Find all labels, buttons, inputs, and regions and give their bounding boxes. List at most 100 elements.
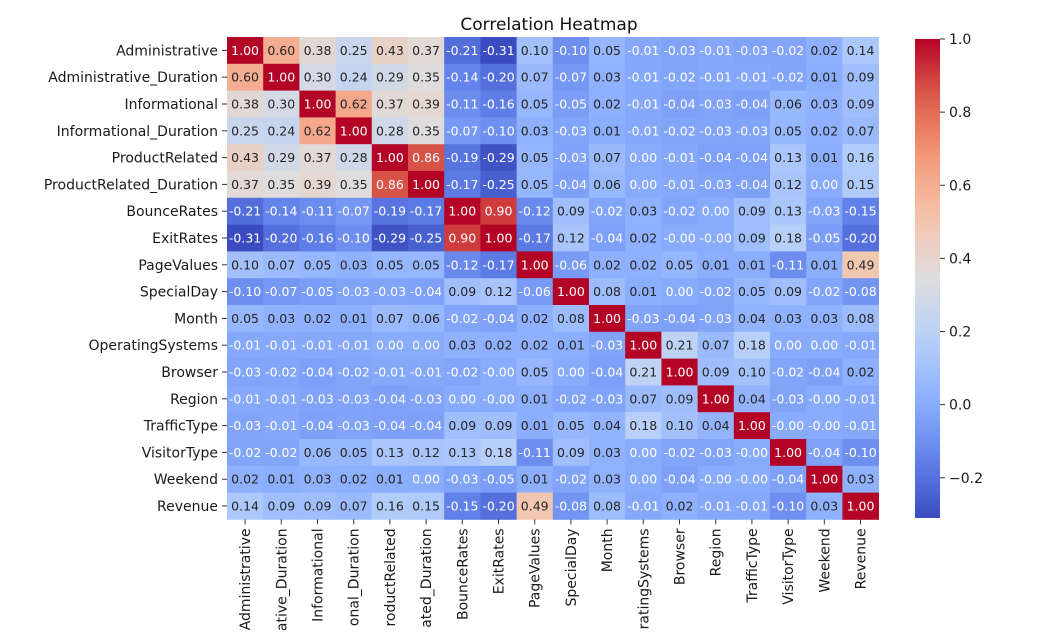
cell-value-label: 0.29 [376, 70, 404, 85]
cell-value-label: -0.01 [301, 338, 333, 353]
heatmap-cell [697, 224, 735, 252]
heatmap-cell [625, 224, 662, 252]
heatmap-cell [589, 251, 626, 279]
heatmap-cell [227, 412, 264, 440]
cell-value-label: 0.09 [267, 499, 295, 514]
row-label: Informational [124, 97, 218, 113]
cell-value-label: -0.05 [301, 284, 333, 299]
cell-value-label: -0.01 [229, 338, 261, 353]
cell-value-label: -0.01 [410, 365, 442, 380]
heatmap-cell [842, 251, 879, 279]
heatmap-cell [227, 358, 264, 386]
heatmap-cell [697, 278, 735, 306]
heatmap-cell [335, 224, 373, 252]
cell-value-label: 0.01 [376, 472, 404, 487]
heatmap-cell [733, 117, 771, 145]
cell-value-label: -0.06 [555, 257, 587, 272]
cell-value-label: 0.05 [231, 311, 259, 326]
cell-value-label: 0.07 [340, 499, 368, 514]
heatmap-cell [733, 492, 771, 520]
heatmap-cell [480, 492, 517, 520]
cell-value-label: -0.03 [808, 204, 840, 219]
cell-value-label: -0.00 [736, 445, 768, 460]
cell-value-label: 1.00 [557, 284, 585, 299]
cell-value-label: 0.08 [847, 311, 875, 326]
heatmap-cell [444, 197, 481, 225]
heatmap-cell [371, 90, 409, 118]
cell-value-label: -0.02 [772, 365, 804, 380]
heatmap-cell [227, 90, 264, 118]
heatmap-cell [227, 144, 264, 172]
heatmap-cell [842, 144, 879, 172]
cell-value-label: 0.49 [521, 499, 549, 514]
cell-value-label: -0.17 [446, 177, 478, 192]
cell-value-label: 0.03 [267, 311, 295, 326]
heatmap-cell [480, 278, 517, 306]
row-label: Informational_Duration [57, 124, 218, 140]
cell-value-label: 0.21 [629, 365, 657, 380]
heatmap-cell [733, 144, 771, 172]
cell-value-label: -0.04 [663, 472, 695, 487]
cell-value-label: 0.00 [412, 472, 440, 487]
heatmap-cell [263, 465, 300, 493]
heatmap-cell [408, 224, 445, 252]
cell-value-label: 0.02 [629, 257, 657, 272]
column-label: Revenue [854, 528, 870, 589]
heatmap-cell [770, 117, 807, 145]
cell-value-label: -0.31 [229, 231, 261, 246]
cell-value-label: -0.05 [555, 97, 587, 112]
heatmap-cell [444, 465, 481, 493]
heatmap-cell [263, 144, 300, 172]
cell-value-label: 0.10 [231, 257, 259, 272]
heatmap-cell [770, 144, 807, 172]
heatmap-cell [589, 171, 626, 199]
cell-value-label: 0.07 [521, 70, 549, 85]
cell-value-label: -0.17 [482, 257, 514, 272]
cell-value-label: -0.03 [627, 311, 659, 326]
heatmap-cell [335, 90, 373, 118]
heatmap-cell [371, 358, 409, 386]
cell-value-label: 0.05 [304, 257, 332, 272]
cell-value-label: 0.38 [304, 43, 332, 58]
heatmap-cell [697, 90, 735, 118]
cell-value-label: -0.03 [229, 418, 261, 433]
cell-value-label: -0.01 [229, 391, 261, 406]
heatmap-cell [589, 305, 626, 333]
cell-value-label: 0.05 [593, 43, 621, 58]
heatmap-cell [263, 278, 300, 306]
colorbar-tick-label: −0.2 [949, 471, 983, 487]
cell-value-label: 0.03 [810, 311, 838, 326]
cell-value-label: 0.25 [340, 43, 368, 58]
column-label: ated_Duration [419, 528, 435, 627]
heatmap-cell [371, 331, 409, 359]
cell-value-label: -0.10 [482, 123, 514, 138]
heatmap-cell [263, 385, 300, 413]
cell-value-label: 0.07 [629, 391, 657, 406]
cell-value-label: 0.02 [593, 257, 621, 272]
column-label: Region [709, 528, 725, 576]
cell-value-label: 0.10 [666, 418, 694, 433]
cell-value-label: -0.08 [844, 284, 876, 299]
cell-value-label: -0.20 [844, 231, 876, 246]
row-label: VisitorType [142, 445, 218, 461]
cell-value-label: -0.01 [663, 150, 695, 165]
cell-value-label: 0.00 [629, 150, 657, 165]
cell-value-label: 0.12 [485, 284, 513, 299]
heatmap-cell [552, 358, 590, 386]
column-label: ExitRates [492, 528, 508, 594]
heatmap-cell [408, 171, 445, 199]
cell-value-label: -0.02 [446, 311, 478, 326]
cell-value-label: 0.10 [521, 43, 549, 58]
heatmap-cell [552, 37, 590, 65]
heatmap-cell [733, 37, 771, 65]
cell-value-label: -0.03 [555, 123, 587, 138]
cell-value-label: -0.25 [482, 177, 514, 192]
row-label: ExitRates [152, 231, 218, 247]
heatmap-cell [480, 90, 517, 118]
cell-value-label: 0.35 [340, 177, 368, 192]
heatmap-cell [444, 439, 481, 467]
colorbar-tick-label: 0.4 [949, 251, 971, 267]
heatmap-cell [335, 251, 373, 279]
cell-value-label: 0.08 [557, 311, 585, 326]
cell-value-label: -0.03 [229, 365, 261, 380]
